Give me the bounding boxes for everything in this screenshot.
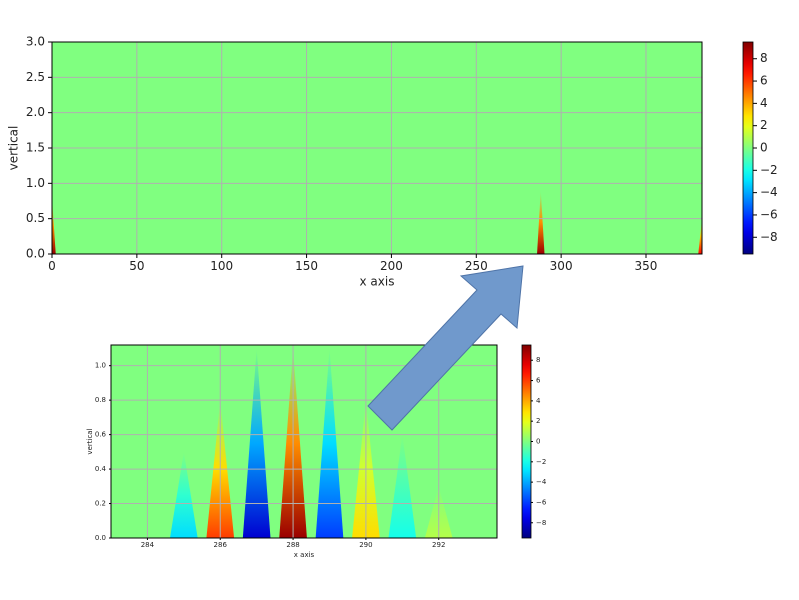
x-tick-label: 100	[210, 259, 233, 273]
y-tick-label: 2.5	[26, 70, 45, 84]
colorbar-tick-label: −8	[760, 230, 778, 244]
y-tick-label: 0.2	[95, 500, 106, 508]
colorbar-tick-label: 4	[760, 96, 768, 110]
colorbar-tick-label: 6	[760, 74, 768, 88]
colorbar-tick-label: −4	[536, 478, 547, 486]
y-tick-label: 0.5	[26, 211, 45, 225]
x-tick-label: 286	[214, 541, 228, 549]
colorbar-tick-label: 4	[536, 397, 541, 405]
colorbar-tick-label: 8	[536, 356, 540, 364]
y-tick-label: 0.4	[95, 465, 107, 473]
x-tick-label: 290	[359, 541, 372, 549]
charts: 0 50 100 150 200 250 300 3500.00.51.01.52.02.53…	[7, 35, 778, 560]
heatmap-chart: 0 50 100 150 200 250 300 350 0.0 0.5 1.0 1.5 2.0 2.5 3…	[7, 35, 778, 289]
x-tick-label: 200	[380, 259, 403, 273]
y-axis-label: vertical	[86, 428, 94, 454]
y-axis-label: vertical	[7, 126, 21, 171]
colorbar-tick-label: −6	[760, 207, 778, 221]
x-tick-label: 300	[550, 259, 573, 273]
heat-streak	[242, 348, 271, 538]
x-tick-label: 288	[286, 541, 299, 549]
colorbar-tick-label: 0	[760, 141, 768, 155]
y-tick-label: 0.6	[95, 431, 107, 439]
x-tick-label: 350	[635, 259, 658, 273]
colorbar-tick-label: −8	[536, 519, 546, 527]
y-tick-label: 3.0	[26, 35, 45, 49]
plot-frame	[51, 41, 703, 255]
colorbar-tick-label: −2	[536, 458, 546, 466]
heat-streak	[698, 218, 702, 254]
y-tick-label: 2.0	[26, 105, 45, 119]
x-tick-label: 292	[432, 541, 445, 549]
colorbar-tick-label: −2	[760, 163, 778, 177]
colorbar-tick-label: 6	[536, 377, 541, 385]
x-axis-label: x axis	[360, 275, 395, 289]
colorbar-tick-label: 2	[536, 417, 540, 425]
y-tick-label: 0.0	[26, 247, 45, 261]
colorbar	[521, 344, 532, 539]
zoom-arrow	[367, 265, 524, 431]
heat-streak	[52, 197, 56, 254]
colorbar-tick-label: −6	[536, 498, 547, 506]
x-tick-label: 50	[129, 259, 144, 273]
colorbar-tick-label: −4	[760, 185, 778, 199]
heat-streak	[388, 434, 417, 538]
x-tick-label: 250	[465, 259, 488, 273]
y-tick-label: 0.0	[95, 534, 106, 542]
x-tick-label: 150	[295, 259, 318, 273]
colorbar-tick-label: 2	[760, 118, 768, 132]
x-tick-label: 284	[141, 541, 155, 549]
colorbar-tick-label: 0	[536, 438, 540, 446]
x-axis-label: x axis	[294, 551, 315, 559]
plot-frame	[110, 344, 498, 539]
colorbar-tick-label: 8	[760, 51, 768, 65]
y-tick-label: 1.0	[95, 362, 106, 370]
y-tick-label: 1.5	[26, 141, 45, 155]
colorbar	[742, 41, 754, 255]
x-tick-label: 0	[48, 259, 56, 273]
y-tick-label: 0.8	[95, 396, 106, 404]
heat-streak	[169, 451, 198, 538]
heat-streak	[315, 348, 344, 538]
y-tick-label: 1.0	[26, 176, 45, 190]
heat-streak	[537, 190, 545, 254]
